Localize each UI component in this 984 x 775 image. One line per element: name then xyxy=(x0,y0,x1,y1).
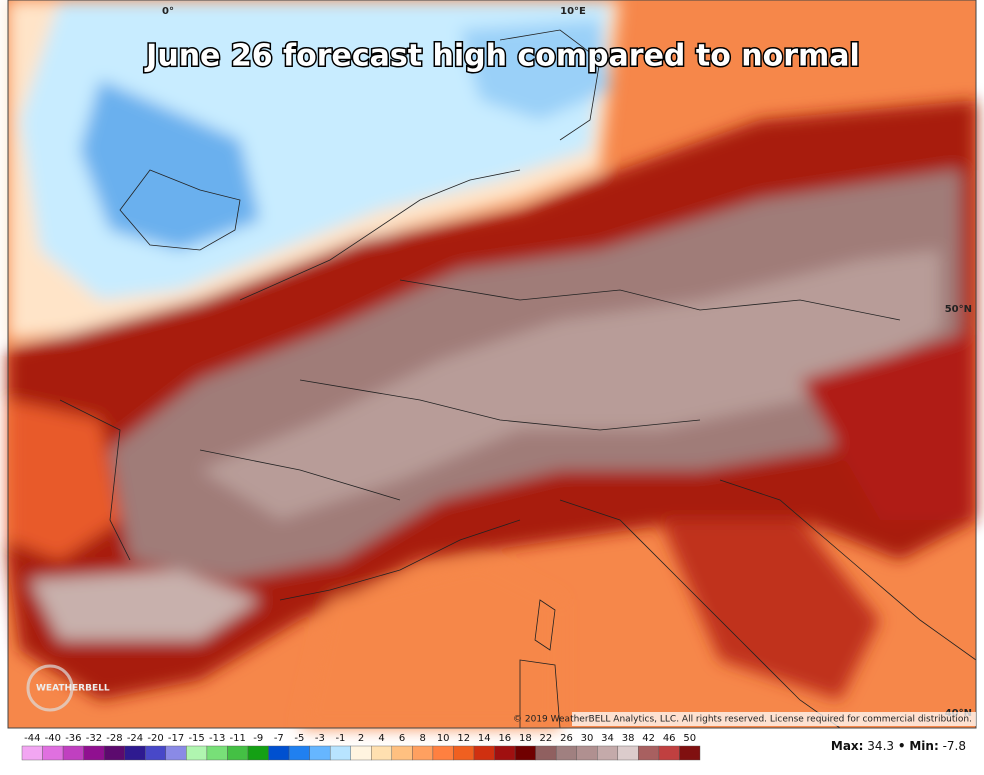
legend-tick-label: -32 xyxy=(86,733,102,744)
legend-tick-label: -5 xyxy=(294,733,304,744)
legend-tick-label: 18 xyxy=(519,733,532,744)
legend-tick-label: 46 xyxy=(663,733,676,744)
legend-tick-label: 30 xyxy=(581,733,594,744)
legend-tick-label: -40 xyxy=(45,733,61,744)
map-field xyxy=(7,0,977,729)
legend-tick-label: 50 xyxy=(683,733,696,744)
legend-swatch xyxy=(412,745,434,761)
legend-swatch xyxy=(124,745,146,761)
copyright: © 2019 WeatherBELL Analytics, LLC. All r… xyxy=(513,715,972,725)
legend-tick-label: -15 xyxy=(188,733,204,744)
color-legend: -44 -40 -36 -32 -28 -24 -20 -17 -15 -13 -11 -9 -7 -5-… xyxy=(21,733,701,761)
legend-tick-label: -17 xyxy=(168,733,184,744)
legend-swatch xyxy=(555,745,577,761)
legend-tick-label: 16 xyxy=(498,733,511,744)
legend-tick-label: -36 xyxy=(65,733,81,744)
legend-swatch xyxy=(597,745,619,761)
legend-swatch xyxy=(576,745,598,761)
legend-swatch xyxy=(227,745,249,761)
legend-tick-label: 42 xyxy=(642,733,655,744)
legend-tick-label: 38 xyxy=(622,733,635,744)
legend-swatch xyxy=(288,745,310,761)
legend-swatch xyxy=(103,745,125,761)
legend-swatch xyxy=(42,745,64,761)
legend-tick-label: -3 xyxy=(315,733,325,744)
legend-tick-label: -13 xyxy=(209,733,225,744)
legend-tick-label: -44 xyxy=(24,733,40,744)
min-label: Min: xyxy=(909,739,938,753)
legend-swatch xyxy=(247,745,269,761)
copyright-box xyxy=(572,712,976,726)
legend-tick-label: -11 xyxy=(230,733,246,744)
legend-tick-label: -7 xyxy=(274,733,284,744)
longitude-label: 0° xyxy=(162,6,174,17)
max-min: Max: 34.3 • Min: -7.8 xyxy=(831,739,966,753)
legend-swatch xyxy=(473,745,495,761)
legend-tick-label: 14 xyxy=(478,733,491,744)
max-value: 34.3 xyxy=(867,739,894,753)
legend-swatch xyxy=(658,745,680,761)
legend-swatch xyxy=(617,745,639,761)
legend-tick-label: -24 xyxy=(127,733,143,744)
legend-tick-label: 2 xyxy=(358,733,364,744)
legend-tick-label: 6 xyxy=(399,733,405,744)
map-title: June 26 forecast high compared to normal xyxy=(144,39,860,74)
logo: WEATHERBELL xyxy=(26,664,110,712)
legend-tick-label: 8 xyxy=(419,733,425,744)
min-value: -7.8 xyxy=(943,739,966,753)
legend-swatch xyxy=(350,745,372,761)
legend-swatch xyxy=(494,745,516,761)
max-label: Max: xyxy=(831,739,864,753)
coastlines xyxy=(59,29,977,729)
legend-tick-label: 12 xyxy=(457,733,470,744)
legend-swatch xyxy=(21,745,43,761)
longitude-label: 10°E xyxy=(560,6,586,17)
legend-swatch xyxy=(679,745,701,761)
latitude-label: 50°N xyxy=(945,304,972,315)
legend-tick-label: 22 xyxy=(540,733,553,744)
legend-swatch xyxy=(638,745,660,761)
legend-swatch xyxy=(329,745,351,761)
legend-swatch xyxy=(165,745,187,761)
legend-tick-label: 34 xyxy=(601,733,614,744)
legend-swatch xyxy=(186,745,208,761)
legend-swatch xyxy=(145,745,167,761)
legend-tick-label: -28 xyxy=(106,733,122,744)
legend-tick-label: -9 xyxy=(253,733,263,744)
legend-swatch xyxy=(432,745,454,761)
legend-swatch xyxy=(268,745,290,761)
logo-text: WEATHERBELL xyxy=(36,684,110,694)
legend-swatch xyxy=(62,745,84,761)
legend-swatch xyxy=(535,745,557,761)
separator: • xyxy=(898,739,906,753)
legend-tick-label: 4 xyxy=(378,733,384,744)
legend-swatch xyxy=(371,745,393,761)
legend-tick-label: 10 xyxy=(437,733,450,744)
legend-swatch xyxy=(514,745,536,761)
legend-tick-label: -1 xyxy=(335,733,345,744)
legend-swatch xyxy=(309,745,331,761)
legend-swatch xyxy=(453,745,475,761)
legend-swatch xyxy=(391,745,413,761)
legend-tick-label: -20 xyxy=(147,733,163,744)
legend-swatch xyxy=(206,745,228,761)
legend-tick-label: 26 xyxy=(560,733,573,744)
legend-swatch xyxy=(83,745,105,761)
